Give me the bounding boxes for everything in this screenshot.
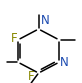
Text: F: F bbox=[28, 70, 34, 83]
Text: F: F bbox=[11, 32, 17, 45]
Text: N: N bbox=[41, 14, 50, 27]
Text: N: N bbox=[60, 56, 69, 69]
